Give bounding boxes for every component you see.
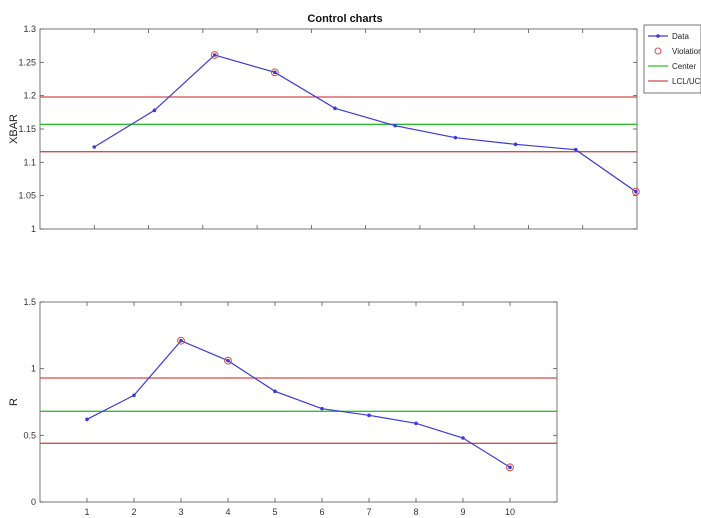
r-xtick-label: 1: [84, 507, 89, 517]
r-xtick-label: 9: [460, 507, 465, 517]
xbar-violation-marker: [632, 187, 640, 196]
xbar-ytick-label: 1.3: [23, 24, 36, 34]
legend-label-violation: Violation: [672, 47, 701, 56]
r-xtick-label: 7: [366, 507, 371, 517]
chart-title: Control charts: [307, 13, 382, 25]
xbar-ytick-label: 1.05: [18, 191, 36, 201]
xbar-violation-marker: [270, 68, 279, 77]
xbar-data-point: [513, 142, 518, 147]
r-xtick-label: 6: [319, 507, 324, 517]
xbar-ytick-label: 1.25: [18, 57, 36, 67]
r-data-point: [85, 417, 89, 422]
xbar-data-point: [152, 108, 157, 113]
legend-label-center: Center: [672, 62, 696, 71]
xbar-ytick-label: 1.15: [18, 124, 36, 134]
r-xtick-label: 8: [413, 507, 418, 517]
xbar-data-point: [573, 147, 578, 152]
xbar-ytick-label: 1: [31, 224, 36, 234]
xbar-data-point: [634, 189, 638, 194]
r-plot-frame: [39, 301, 558, 503]
r-xtick-label: 4: [225, 507, 230, 517]
xbar-data-point: [453, 135, 458, 140]
legend-label-limits: LCL/UCL: [672, 77, 701, 86]
r-ytick-label: 0.5: [23, 430, 36, 440]
r-violation-marker: [506, 463, 514, 472]
xbar-ytick-label: 1.1: [23, 157, 36, 167]
xbar-plot-frame: [39, 28, 638, 230]
r-data-point: [508, 465, 512, 470]
r-chart-panel: 0 0.5 1 1.5 1 2 3 4 5 6 7 8 9 10 R: [8, 297, 558, 517]
r-xtick-label: 5: [272, 507, 277, 517]
r-xtick-label: 3: [178, 507, 183, 517]
r-data-point: [414, 421, 418, 426]
r-xtick-label: 2: [131, 507, 136, 517]
r-data-line: [86, 339, 511, 468]
r-data-point: [320, 406, 324, 411]
legend: Data Violation Center LCL/UCL: [643, 24, 701, 94]
r-data-point: [273, 389, 277, 394]
xbar-data-point: [393, 123, 397, 128]
r-data-point: [132, 393, 136, 398]
legend-swatch-violation: [654, 47, 662, 55]
xbar-data-point: [273, 70, 277, 75]
xbar-data-line: [93, 54, 637, 193]
r-violation-marker: [224, 356, 232, 365]
r-xtick-label: 10: [505, 507, 515, 517]
xbar-ytick-label: 1.2: [23, 91, 36, 101]
xbar-ylabel: XBAR: [8, 114, 20, 144]
xbar-data-point: [333, 106, 337, 111]
r-data-point: [461, 436, 465, 440]
r-violation-marker: [177, 336, 185, 345]
legend-label-data: Data: [672, 32, 689, 41]
r-ytick-label: 1: [31, 364, 36, 374]
r-ytick-label: 0: [31, 497, 36, 507]
xbar-violation-marker: [210, 51, 219, 59]
legend-swatch-data-dot: [656, 34, 660, 38]
r-data-point: [367, 413, 371, 418]
r-ytick-label: 1.5: [23, 297, 36, 307]
r-ylabel: R: [8, 398, 20, 406]
r-data-point: [226, 358, 230, 363]
xbar-data-point: [92, 145, 97, 149]
xbar-chart-panel: 1 1.05 1.1 1.15 1.2 1.25 1.3 XBAR: [8, 24, 640, 234]
r-data-point: [179, 338, 183, 343]
xbar-data-point: [212, 53, 217, 57]
